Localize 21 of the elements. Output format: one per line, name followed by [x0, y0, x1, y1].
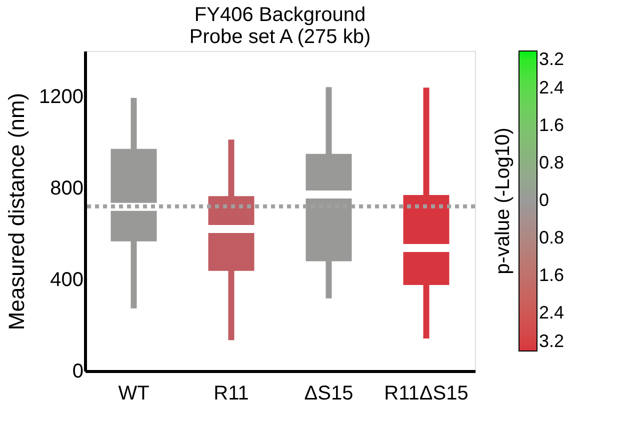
y-tick-label: 400: [50, 269, 84, 292]
color-bar-label: 0.8: [539, 228, 564, 248]
y-tick-label: 0: [72, 360, 84, 382]
color-bar-label: 3.2: [539, 331, 564, 351]
x-tick-label: R11: [214, 382, 249, 404]
color-bar-label: 1.6: [539, 115, 564, 135]
color-bar-label: 2.4: [539, 302, 564, 322]
color-bar-title: p-value (-Log10): [492, 128, 514, 274]
y-tick-label: 1200: [39, 86, 84, 108]
text: Probe set A (275 kb): [189, 26, 371, 48]
color-bar-label: 3.2: [539, 49, 564, 69]
text: FY406 Background: [194, 4, 366, 26]
x-tick-label: WT: [118, 382, 150, 404]
y-axis-title: Measured distance (nm): [4, 92, 30, 330]
x-tick-label: R11ΔS15: [384, 382, 468, 404]
x-tick-label: ΔS15: [304, 382, 354, 404]
color-bar-label: 0.8: [539, 152, 564, 172]
color-bar-label: 2.4: [539, 78, 564, 98]
color-bar-label: 0: [539, 190, 550, 210]
y-tick-label: 800: [50, 178, 84, 200]
color-bar-label: 1.6: [539, 265, 564, 285]
